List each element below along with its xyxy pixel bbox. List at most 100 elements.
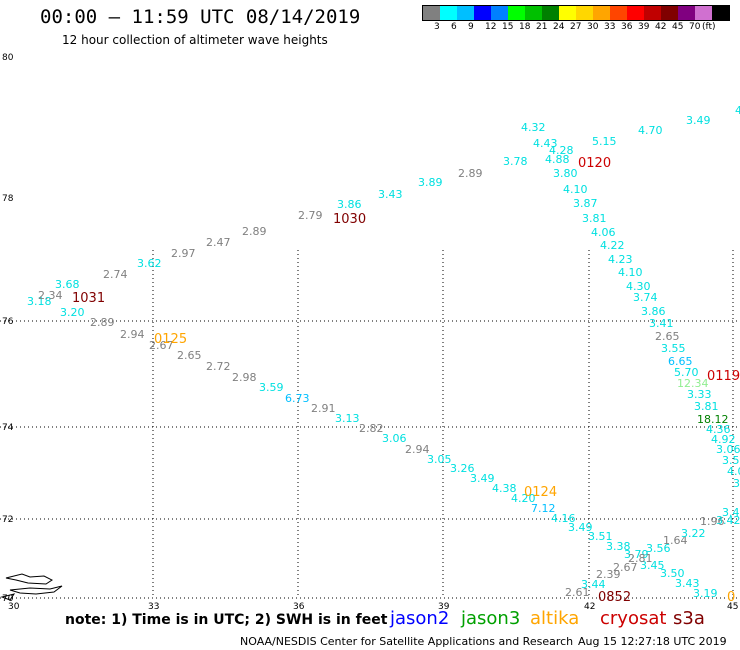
wave-height-value: 3.45 <box>640 559 665 572</box>
wave-height-value: 3.43 <box>378 188 403 201</box>
coastline <box>0 573 63 601</box>
wave-height-value: 6.65 <box>668 355 693 368</box>
wave-height-value: 3. <box>733 477 740 490</box>
wave-height-value: 18.12 <box>697 413 729 426</box>
wave-height-value: 3.33 <box>687 388 712 401</box>
wave-height-value: 3.74 <box>633 291 658 304</box>
wave-height-value: 2.98 <box>232 371 257 384</box>
color-scale-label: 15 <box>502 22 514 32</box>
color-swatch <box>542 6 559 20</box>
color-scale-label: 6 <box>451 22 457 32</box>
footer-credit: NOAA/NESDIS Center for Satellite Applica… <box>240 635 574 648</box>
color-swatch <box>695 6 712 20</box>
wave-height-value: 4.23 <box>608 253 633 266</box>
color-swatch <box>559 6 576 20</box>
wave-height-value: 3.49 <box>686 114 711 127</box>
longitude-label: 36 <box>293 602 305 612</box>
color-scale-label: 30 <box>587 22 599 32</box>
wave-height-value: 2.74 <box>103 268 128 281</box>
wave-height-value: 3.79 <box>624 548 649 561</box>
color-scale-label: 9 <box>468 22 474 32</box>
wave-height-value: 4.16 <box>551 512 576 525</box>
pass-time-label: 0119 <box>707 369 740 384</box>
wave-height-value: 3.49 <box>568 521 593 534</box>
wave-height-value: 4.70 <box>638 124 663 137</box>
wave-height-value: 5.70 <box>674 366 699 379</box>
wave-height-value: 4.92 <box>711 433 736 446</box>
pass-time-label: 0852 <box>598 590 631 605</box>
note-text: note: 1) Time is in UTC; 2) SWH is in fe… <box>65 612 388 628</box>
wave-height-value: 1.96 <box>700 515 725 528</box>
wave-height-value: 4.32 <box>521 121 546 134</box>
wave-height-value: 3.78 <box>503 155 528 168</box>
wave-height-value: 3.20 <box>60 306 85 319</box>
wave-height-value: 3.59 <box>259 381 284 394</box>
color-scale-bar <box>422 5 730 21</box>
latitude-label: 80 <box>2 53 14 63</box>
wave-height-value: 4.06 <box>591 226 616 239</box>
wave-height-value: 3.62 <box>137 257 162 270</box>
pass-time-label: 0124 <box>524 485 557 500</box>
wave-height-value: 3.51 <box>588 530 613 543</box>
wave-height-value: 3.68 <box>55 278 80 291</box>
longitude-label: 39 <box>438 602 450 612</box>
color-scale-label: 33 <box>604 22 616 32</box>
wave-height-value: 2.34 <box>38 289 63 302</box>
color-swatch <box>627 6 644 20</box>
pass-time-label: 0 <box>727 590 735 605</box>
color-scale-label: 42 <box>655 22 667 32</box>
longitude-label: 45 <box>727 602 738 612</box>
wave-height-value: 3.55 <box>661 342 686 355</box>
longitude-label: 42 <box>584 602 595 612</box>
pass-time-label: 0120 <box>578 156 611 171</box>
wave-height-value: 4.36 <box>706 423 731 436</box>
wave-height-value: 2.91 <box>311 402 336 415</box>
color-swatch <box>457 6 474 20</box>
color-scale-label: 36 <box>621 22 633 32</box>
island-outline <box>5 573 53 585</box>
page-subtitle: 12 hour collection of altimeter wave hei… <box>62 33 328 47</box>
color-swatch <box>678 6 695 20</box>
wave-height-value: 2.72 <box>206 360 231 373</box>
color-scale-label: 21 <box>536 22 548 32</box>
wave-height-value: 3.19 <box>693 587 718 600</box>
wave-height-value: 7.12 <box>531 502 556 515</box>
wave-height-value: 4.0 <box>727 465 740 478</box>
legend-jason2: jason2 <box>390 608 450 629</box>
color-scale-label: 12 <box>485 22 497 32</box>
wave-height-value: 3.05 <box>427 453 452 466</box>
color-swatch <box>491 6 508 20</box>
color-scale-label: 70 <box>689 22 701 32</box>
wave-height-value: 12.34 <box>677 377 709 390</box>
wave-height-value: 4.30 <box>626 280 651 293</box>
color-scale-label: 3 <box>434 22 440 32</box>
island-outline <box>0 593 16 601</box>
color-scale-labels: 3 6 9 12 15 18 21 24 27 30 33 36 39 42 45 70 (ft) <box>422 22 740 34</box>
wave-height-value: 2.65 <box>177 349 202 362</box>
wave-height-value: 5.15 <box>592 135 617 148</box>
wave-height-value: 3.42 <box>716 514 740 527</box>
wave-height-value: 4.20 <box>511 492 536 505</box>
color-swatch <box>712 6 729 20</box>
wave-height-value: 2.89 <box>90 316 115 329</box>
wave-height-value: 3.50 <box>660 567 685 580</box>
color-scale-label: 39 <box>638 22 650 32</box>
wave-height-value: 3.4 <box>722 506 740 519</box>
wave-height-value: 3.06 <box>382 432 407 445</box>
wave-height-value: 3.5 <box>722 454 740 467</box>
color-swatch <box>576 6 593 20</box>
wave-height-value: 3.80 <box>553 167 578 180</box>
color-swatch <box>474 6 491 20</box>
wave-height-value: 3.18 <box>27 295 52 308</box>
wave-height-value: 3.86 <box>641 305 666 318</box>
latitude-label: 76 <box>2 317 14 327</box>
wave-height-value: 2.61 <box>565 586 590 599</box>
color-swatch <box>508 6 525 20</box>
longitude-label: 33 <box>148 602 159 612</box>
island-outline <box>9 585 63 595</box>
wave-height-value: 3.81 <box>694 400 719 413</box>
wave-height-value: 4.28 <box>549 144 574 157</box>
color-scale-label: 24 <box>553 22 565 32</box>
